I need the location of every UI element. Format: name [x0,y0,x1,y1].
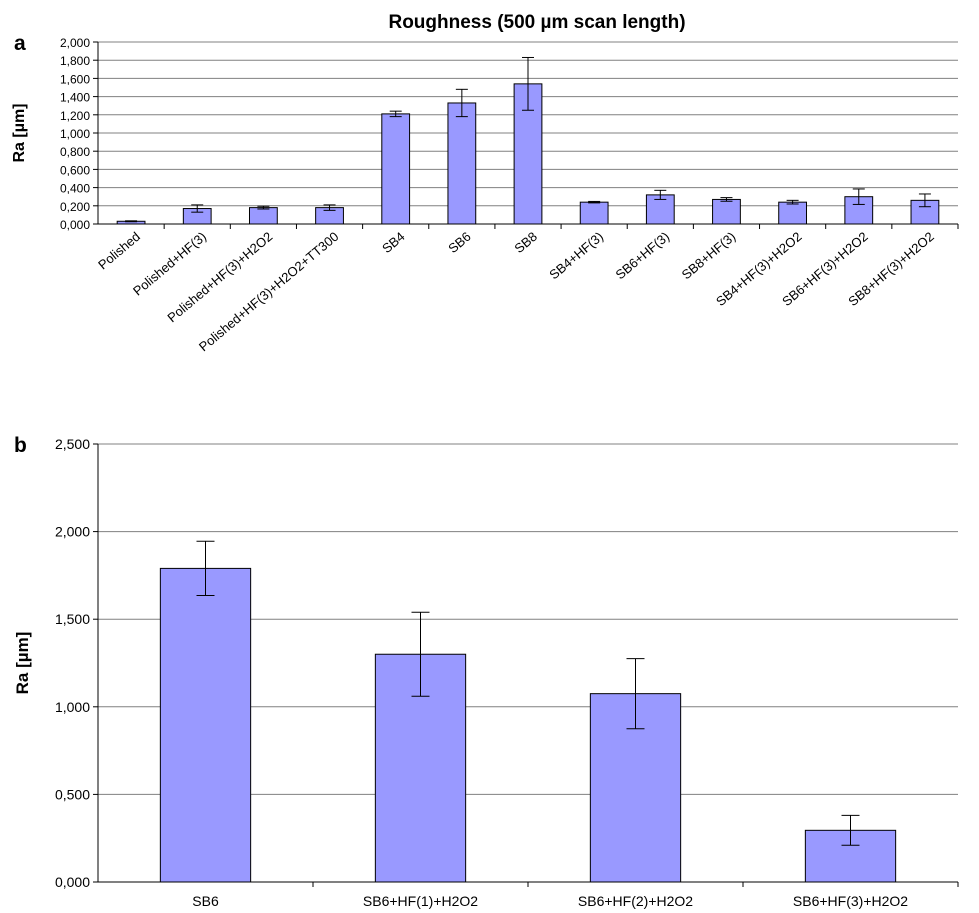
y-tick-label: 1,500 [55,611,90,627]
y-tick-label: 0,000 [60,218,90,232]
bar [778,201,808,225]
x-tick-label: SB6+HF(3)+H2O2 [793,893,908,909]
panel-label: a [14,32,26,55]
y-tick-label: 0,200 [60,200,90,214]
bar [579,201,609,225]
y-axis-label: Ra [µm] [11,104,28,163]
y-tick-label: 1,000 [55,699,90,715]
chart-title: Roughness (500 µm scan length) [388,12,685,33]
x-tick-label: SB6 [445,229,473,256]
x-tick-label: SB6+HF(1)+H2O2 [363,893,478,909]
y-tick-label: 0,600 [60,163,90,177]
y-tick-label: 0,500 [55,786,90,802]
y-tick-label: 1,000 [60,127,90,141]
bar [381,113,411,225]
x-tick-label: SB6+HF(2)+H2O2 [578,893,693,909]
x-tick-label: SB8 [511,229,539,256]
x-tick-label: Polished [95,229,143,273]
x-tick-label: SB6+HF(3) [613,229,673,283]
y-tick-label: 0,000 [55,874,90,890]
y-tick-label: 1,600 [60,72,90,86]
y-tick-label: 1,400 [60,91,90,105]
panel-label: b [14,434,27,457]
y-tick-label: 2,000 [60,36,90,50]
y-tick-label: 1,800 [60,54,90,68]
y-tick-label: 0,400 [60,182,90,196]
x-tick-label: SB4+HF(3) [546,229,606,283]
bar [159,567,252,883]
y-tick-label: 1,200 [60,109,90,123]
x-tick-label: SB8+HF(3) [679,229,739,283]
x-tick-label: Polished+HF(3)+H2O2+TT300 [196,229,342,355]
bar [447,102,477,225]
bar [712,198,741,225]
x-tick-label: SB4 [379,229,407,256]
x-tick-label: SB6 [192,893,219,909]
y-axis-label: Ra [µm] [13,632,32,695]
y-tick-label: 2,500 [55,436,90,452]
y-tick-label: 2,000 [55,524,90,540]
chart-panel-a: 0,000 0,200 0,400 0,600 0,800 1,000 1,200 1,400… [11,32,959,355]
chart-panel-b: 0,000 0,500 1,000 1,500 2,000 2,500 SB6 SB6+HF(… [13,434,959,909]
bar [248,207,278,225]
y-tick-label: 0,800 [60,145,90,159]
